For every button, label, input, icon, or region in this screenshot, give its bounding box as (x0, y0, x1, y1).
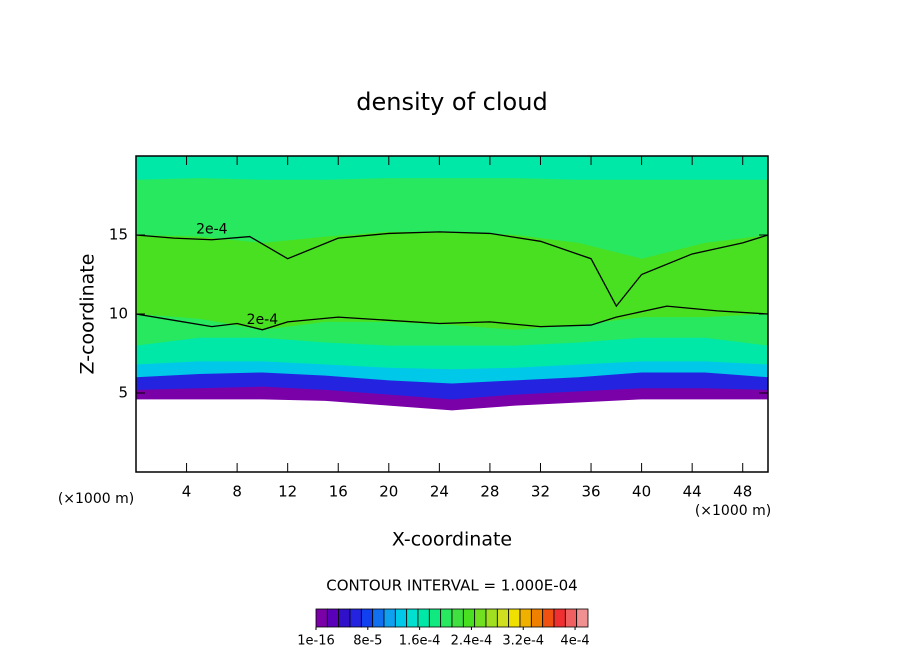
x-axis-label: X-coordinate (392, 529, 512, 551)
x-unit: (×1000 m) (695, 503, 771, 519)
x-tick-label: 28 (480, 483, 499, 501)
colorbar-box (474, 608, 487, 628)
x-tick-label: 32 (531, 483, 550, 501)
y-tick-label: 10 (109, 305, 128, 323)
colorbar-box (338, 608, 351, 628)
contour-label: 2e-4 (196, 222, 228, 238)
colorbar-label: 2.4e-4 (451, 634, 493, 649)
colorbar-box (394, 608, 408, 628)
colorbar-box (508, 608, 521, 628)
colorbar-label: 8e-5 (353, 634, 382, 649)
x-tick-label: 24 (430, 483, 449, 501)
colorbar-box (360, 608, 374, 628)
colorbar-box (553, 608, 566, 628)
x-tick-label: 4 (182, 483, 192, 501)
colorbar-box (406, 608, 419, 628)
x-tick-label: 48 (733, 483, 752, 501)
colorbar-box (451, 608, 464, 628)
x-unit: (×1000 m) (58, 491, 134, 507)
colorbar-box (462, 608, 476, 628)
colorbar-box (315, 608, 328, 628)
colorbar-box (428, 608, 442, 628)
colorbar-label: 3.2e-4 (502, 634, 544, 649)
colorbar-box (440, 608, 453, 628)
x-tick-label: 12 (278, 483, 297, 501)
contour-label: 2e-4 (247, 312, 279, 328)
colorbar-label: 1e-16 (297, 634, 335, 649)
colorbar-box (485, 608, 498, 628)
x-tick-label: 8 (232, 483, 242, 501)
x-tick-label: 20 (379, 483, 398, 501)
colorbar-box (519, 608, 532, 628)
colorbar-box (564, 608, 578, 628)
colorbar-box (383, 608, 396, 628)
colorbar-box (576, 608, 589, 628)
y-tick-label: 15 (109, 226, 128, 244)
x-tick-label: 40 (632, 483, 651, 501)
colorbar-label: 4e-4 (560, 634, 589, 649)
x-tick-label: 36 (581, 483, 600, 501)
colorbar-box (542, 608, 555, 628)
contour-line (135, 305, 769, 331)
colorbar-box (326, 608, 340, 628)
colorbar-box (372, 608, 385, 628)
colorbar-label: 1.6e-4 (399, 634, 441, 649)
colorbar-box (349, 608, 362, 628)
x-tick-label: 44 (683, 483, 702, 501)
colorbar-box (496, 608, 510, 628)
chart-title: density of cloud (356, 88, 547, 116)
colorbar-box (530, 608, 544, 628)
contour-line (135, 231, 769, 308)
y-tick-label: 5 (118, 384, 128, 402)
y-axis-label: Z-coordinate (77, 254, 99, 375)
colorbar-box (417, 608, 430, 628)
x-tick-label: 16 (329, 483, 348, 501)
contour-interval: CONTOUR INTERVAL = 1.000E-04 (326, 577, 577, 595)
